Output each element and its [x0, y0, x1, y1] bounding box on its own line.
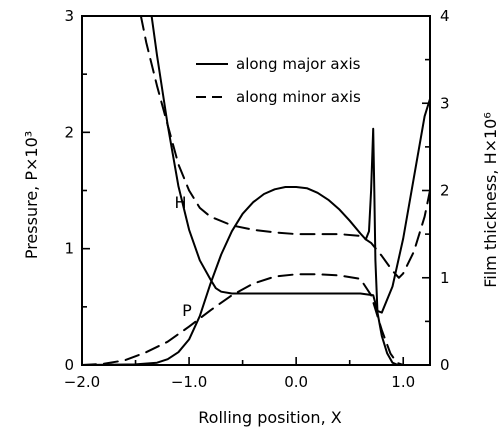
- annotations: HP: [174, 193, 192, 320]
- y-left-tick-label: 2: [64, 123, 74, 141]
- legend: along major axis along minor axis: [196, 55, 361, 106]
- x-tick-label: 0.0: [284, 373, 308, 391]
- pressure-minor-axis-line: [82, 273, 405, 365]
- x-tick-label: −1.0: [171, 373, 207, 391]
- y-left-tick-label: 1: [64, 240, 74, 258]
- plot-lines: [82, 16, 430, 365]
- x-tick-label: 1.0: [391, 373, 415, 391]
- y-right-tick-label: 0: [440, 356, 450, 374]
- legend-entry-minor-axis: along minor axis: [236, 88, 361, 106]
- x-tick-label: −2.0: [64, 373, 100, 391]
- y-axis-left-label: Pressure, P×10³: [22, 131, 41, 259]
- film-thickness-major-axis-line: [150, 16, 430, 314]
- y-right-tick-label: 2: [440, 182, 450, 200]
- y-right-tick-label: 3: [440, 94, 450, 112]
- y-axis-right-label: Film thickness, H×10⁶: [481, 112, 500, 288]
- y-right-tick-label: 4: [440, 7, 450, 25]
- x-axis-label: Rolling position, X: [198, 408, 341, 427]
- legend-entry-major-axis: along major axis: [236, 55, 361, 73]
- y-right-tick-label: 1: [440, 269, 450, 287]
- curve-label-p: P: [182, 301, 192, 320]
- tick-labels: −2.0 −1.0 0.0 1.0 0 1 2 3 0 1 2 3 4: [64, 7, 450, 391]
- y-left-tick-label: 0: [64, 356, 74, 374]
- y-left-tick-label: 3: [64, 7, 74, 25]
- ticks: [81, 15, 430, 366]
- curve-label-h: H: [174, 193, 186, 212]
- pressure-major-axis-line: [82, 127, 399, 365]
- film-thickness-minor-axis-line: [139, 16, 430, 279]
